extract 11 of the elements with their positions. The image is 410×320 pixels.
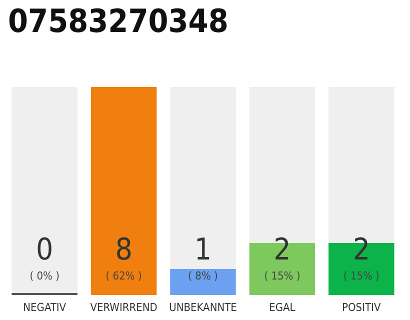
x-tick-label: NEGATIV: [23, 301, 66, 314]
data-label: 0 ( 0% ): [30, 232, 60, 282]
data-label: 2 ( 15% ): [264, 232, 300, 282]
x-tick-label: POSITIV: [342, 301, 381, 314]
data-label: 1 ( 8% ): [188, 232, 218, 282]
data-label: 8 ( 62% ): [106, 232, 142, 282]
chart-title: 07583270348: [8, 2, 228, 40]
x-tick-label: UNBEKANNTE: [169, 301, 237, 314]
data-label: 2 ( 15% ): [343, 232, 380, 282]
x-tick-label: VERWIRREND: [90, 301, 158, 314]
x-tick-label: EGAL: [269, 301, 296, 314]
